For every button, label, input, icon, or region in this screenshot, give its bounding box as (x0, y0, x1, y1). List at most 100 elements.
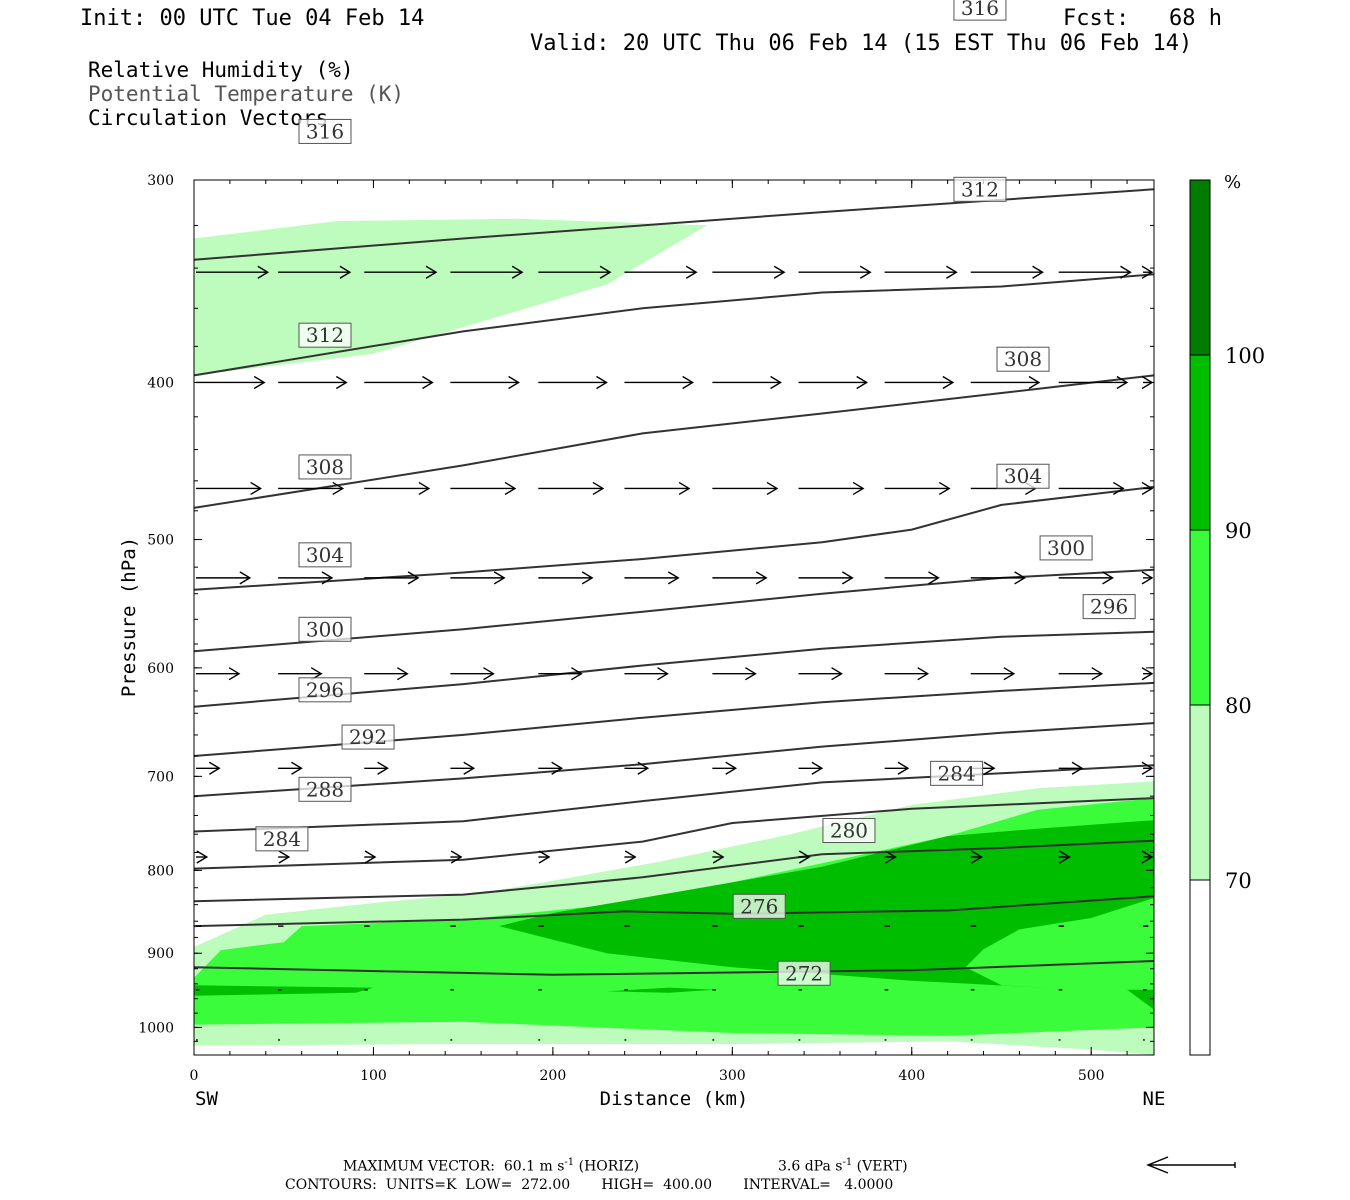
vector-arrow (970, 265, 1044, 279)
vector-arrow (1058, 375, 1129, 390)
vector-arrow (712, 265, 786, 279)
vector-arrow (278, 265, 352, 279)
x-tick-label: 300 (719, 1068, 746, 1084)
theta-contour-292 (193, 722, 1155, 798)
vector-arrow (196, 375, 266, 390)
x-axis-title: Distance (km) (600, 1088, 749, 1110)
theta-contour-316 (193, 273, 1155, 377)
vector-arrow (450, 481, 517, 496)
vector-arrow (450, 667, 495, 681)
x-tick-label: 500 (1078, 1068, 1105, 1084)
contour-info: CONTOURS: UNITS=K LOW= 272.00 HIGH= 400.… (285, 1177, 894, 1193)
vector-arrow (196, 265, 270, 279)
vector-arrow (798, 761, 824, 775)
contour-label-box (953, 176, 1007, 202)
contour-label-box (298, 542, 352, 568)
vector-arrow (364, 265, 438, 279)
vector-arrow (970, 571, 1026, 585)
colorbar-segment (1190, 530, 1210, 705)
contour-label-box (1039, 535, 1093, 561)
horiz-label: (HORIZ) (574, 1158, 640, 1175)
axis-ticks (193, 179, 1154, 1056)
x-tick-label: 0 (190, 1068, 199, 1084)
contour-label: 296 (306, 678, 344, 702)
left-end-label: SW (195, 1088, 218, 1110)
theta-contour-288 (193, 764, 1155, 833)
vector-arrow (712, 850, 725, 864)
contour-label-box (298, 118, 352, 144)
vector-arrow (364, 761, 389, 775)
vector-arrow (538, 761, 564, 775)
rh-region-90-100 (606, 987, 715, 993)
colorbar-segment (1190, 705, 1210, 880)
colorbar-label: 90 (1225, 519, 1252, 543)
colorbar-label: 70 (1225, 869, 1252, 893)
reference-vector-arrow (1146, 1156, 1236, 1174)
contour-label: 296 (1090, 595, 1128, 619)
y-tick-label: 1000 (138, 1020, 174, 1036)
contour-label: 316 (961, 0, 999, 20)
vector-arrow (1058, 850, 1071, 864)
y-tick-label: 600 (147, 661, 174, 677)
vector-arrow (278, 850, 291, 864)
vector-arrow (1141, 481, 1154, 496)
circulation-vectors (196, 265, 1154, 1041)
title-rh: Relative Humidity (%) (88, 58, 354, 82)
contour-label-box (930, 760, 984, 786)
vector-arrow (1141, 571, 1154, 585)
theta-contour-308 (193, 485, 1155, 591)
vector-arrow (624, 850, 637, 864)
contour-label: 280 (830, 819, 868, 843)
title-theta: Potential Temperature (K) (88, 82, 405, 106)
vector-arrow (624, 667, 669, 681)
vector-arrow (798, 265, 872, 279)
contour-label-box (1082, 594, 1136, 620)
vector-arrow (624, 761, 650, 775)
contour-label: 288 (306, 777, 344, 801)
vector-arrow (798, 667, 843, 681)
vector-arrow (884, 375, 955, 390)
vector-arrow (1058, 571, 1114, 585)
y-tick-label: 800 (147, 863, 174, 879)
x-tick-label: 200 (540, 1068, 567, 1084)
contour-label-box (298, 454, 352, 480)
vector-arrow (884, 761, 910, 775)
colorbar-frame (1189, 179, 1211, 1056)
theta-contour-296 (193, 681, 1155, 757)
vector-arrow (450, 571, 506, 585)
vector-arrow (450, 265, 524, 279)
unit-exponent: -1 (564, 1157, 575, 1168)
contour-label: 312 (306, 323, 344, 347)
vector-arrow (1058, 481, 1125, 496)
contour-label: 272 (785, 961, 823, 985)
contour-label-box (298, 616, 352, 642)
theta-contour-312 (193, 374, 1155, 509)
vector-arrow (538, 571, 594, 585)
vector-arrow (364, 850, 377, 864)
right-end-label: NE (1143, 1088, 1166, 1110)
vector-arrow (196, 481, 262, 496)
theta-contour-280 (193, 839, 1155, 903)
contour-labels: 2722762802842842882922962963003003043043… (255, 0, 1136, 986)
theta-contour-300 (193, 630, 1155, 708)
y-tick-label: 500 (147, 533, 174, 549)
contour-label: 312 (961, 177, 999, 201)
vector-arrow (624, 571, 680, 585)
vector-arrow (538, 481, 605, 496)
vector-arrow (624, 265, 698, 279)
contour-label: 304 (1004, 464, 1042, 488)
max-vector-vert-info: 3.6 dPa s-1 (VERT) (778, 1158, 908, 1174)
x-tick-label: 400 (898, 1068, 925, 1084)
y-tick-label: 900 (147, 946, 174, 962)
vector-arrow (970, 375, 1041, 390)
contour-label-box (341, 724, 395, 750)
theta-contour-320 (193, 188, 1155, 261)
x-tick-label: 100 (360, 1068, 387, 1084)
vector-arrow (1141, 761, 1154, 775)
vector-arrow (278, 571, 334, 585)
contour-label-box (996, 463, 1050, 489)
vector-arrow (1058, 761, 1084, 775)
forecast-hour: Fcst: 68 h (1063, 6, 1222, 31)
rh-region-70-80 (194, 218, 708, 376)
vector-arrow (1058, 265, 1132, 279)
